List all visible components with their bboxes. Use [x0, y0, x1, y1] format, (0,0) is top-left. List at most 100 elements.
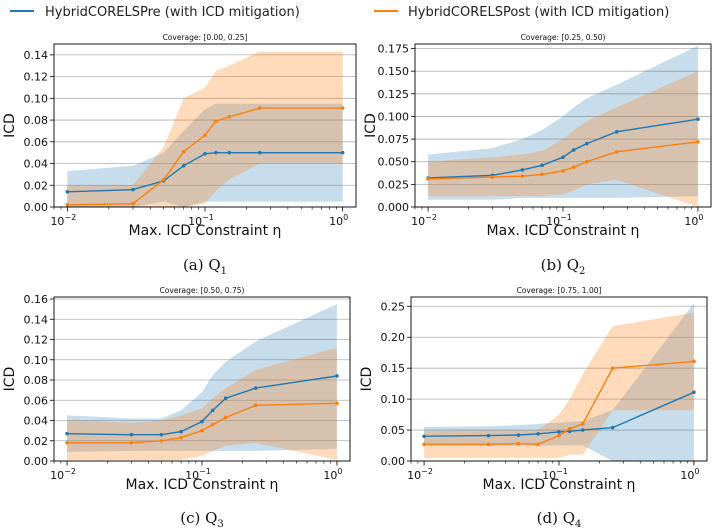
y-tick-label: 0.075 — [378, 133, 410, 146]
data-point-post — [181, 149, 186, 154]
y-tick-label: 0.125 — [378, 88, 410, 101]
data-point-post — [161, 178, 166, 182]
y-tick-label: 0.00 — [24, 455, 49, 468]
panel-title: Coverage: [0.75, 1.00] — [517, 286, 602, 295]
y-tick-label: 0.02 — [24, 435, 49, 448]
x-tick-label: 10−2 — [407, 467, 433, 482]
x-axis-label: Max. ICD Constraint η — [483, 477, 636, 493]
x-tick-label: 10−1 — [185, 467, 211, 482]
plot-frame — [53, 43, 357, 208]
data-point-pre — [181, 163, 186, 168]
plot-frame — [53, 296, 351, 462]
x-tick-label: 100 — [680, 467, 699, 482]
data-point-post — [536, 442, 540, 447]
y-tick-label: 0.00 — [24, 201, 49, 214]
data-point-pre — [557, 430, 561, 434]
data-point-pre — [65, 431, 69, 436]
data-point-pre — [571, 148, 576, 152]
plot-frame — [410, 296, 708, 462]
data-point-post — [520, 174, 525, 179]
y-tick-label: 0.12 — [24, 71, 49, 84]
confidence-band-post — [424, 312, 694, 458]
plot-frame — [414, 43, 712, 208]
chart-panel-2: 0.000 0.025 0.050 0.075 0.100 0.125 0.150 0.175… — [363, 33, 712, 277]
data-point-post — [253, 403, 258, 408]
y-tick-label: 0.08 — [24, 114, 49, 127]
data-point-post — [614, 149, 619, 154]
y-tick-label: 0.04 — [24, 415, 49, 428]
y-axis-label: ICD — [363, 113, 379, 138]
y-axis-label: ICD — [2, 367, 18, 392]
data-point-post — [561, 168, 565, 173]
data-point-post — [567, 427, 572, 431]
data-point-post — [610, 366, 615, 370]
x-tick-label: 100 — [323, 467, 342, 482]
data-point-post — [584, 159, 589, 164]
y-tick-label: 0.12 — [24, 334, 49, 347]
data-point-post — [129, 440, 134, 445]
data-point-pre — [227, 150, 232, 155]
data-point-pre — [610, 425, 615, 430]
data-point-pre — [520, 168, 525, 172]
confidence-band-post — [67, 51, 343, 207]
y-tick-label: 0.05 — [381, 424, 406, 437]
y-tick-label: 0.000 — [378, 201, 410, 214]
data-point-pre — [210, 408, 215, 413]
data-point-pre — [536, 431, 540, 436]
data-point-post — [65, 440, 69, 445]
chart-panel-1: 0.00 0.02 0.04 0.06 0.08 0.10 0.12 0.14 10−2 10−1… — [2, 33, 357, 277]
panel-caption: (d) Q4 — [537, 509, 582, 530]
x-axis-label: Max. ICD Constraint η — [487, 223, 640, 239]
confidence-band-pre — [67, 304, 337, 452]
data-point-post — [203, 133, 207, 138]
data-point-post — [696, 140, 700, 144]
y-tick-label: 0.08 — [24, 374, 49, 387]
y-tick-label: 0.00 — [381, 455, 406, 468]
data-point-post — [486, 442, 491, 447]
panel-caption: (c) Q3 — [180, 509, 224, 530]
confidence-band-pre — [428, 45, 698, 200]
data-point-post — [159, 438, 164, 443]
data-point-pre — [214, 150, 218, 155]
y-axis-label: ICD — [2, 113, 18, 138]
y-tick-label: 0.20 — [381, 331, 406, 344]
data-point-post — [516, 441, 521, 446]
data-point-post — [540, 172, 544, 177]
chart-panel-3: 0.00 0.02 0.04 0.06 0.08 0.10 0.12 0.14 0.16 10−2… — [2, 286, 351, 530]
data-point-pre — [335, 374, 339, 378]
data-point-post — [257, 106, 262, 110]
panel-title: Coverage: [0.50, 0.75) — [160, 286, 245, 295]
data-point-pre — [486, 433, 491, 438]
data-point-post — [227, 115, 232, 119]
data-point-pre — [179, 429, 183, 434]
x-tick-label: 10−1 — [546, 213, 572, 228]
y-tick-label: 0.04 — [24, 158, 49, 171]
y-tick-label: 0.25 — [381, 300, 406, 313]
data-point-pre — [257, 150, 262, 155]
chart-panel-4: 0.00 0.05 0.10 0.15 0.20 0.25 10−2 10−1 100 Cover… — [359, 286, 708, 530]
data-point-post — [223, 415, 228, 420]
data-point-post — [179, 435, 183, 440]
confidence-band-post — [428, 71, 698, 207]
data-point-pre — [614, 130, 619, 134]
data-point-pre — [580, 428, 585, 432]
data-point-pre — [561, 155, 565, 159]
x-axis-label: Max. ICD Constraint η — [126, 477, 279, 493]
data-point-pre — [692, 390, 696, 395]
y-tick-label: 0.15 — [381, 362, 406, 375]
data-point-pre — [200, 419, 204, 424]
panel-title: Coverage: [0.25, 0.50) — [521, 33, 606, 42]
data-point-post — [580, 422, 585, 426]
y-axis-label: ICD — [359, 367, 375, 392]
data-point-post — [131, 201, 135, 206]
data-point-post — [426, 177, 430, 181]
data-point-post — [557, 433, 561, 438]
data-point-pre — [540, 163, 544, 168]
data-point-pre — [203, 151, 207, 156]
panel-caption: (a) Q1 — [183, 256, 227, 277]
data-point-post — [214, 119, 218, 123]
y-tick-label: 0.16 — [24, 293, 49, 306]
legend-label-pre: HybridCORELSPre (with ICD mitigation) — [45, 5, 300, 20]
data-point-pre — [159, 432, 164, 437]
